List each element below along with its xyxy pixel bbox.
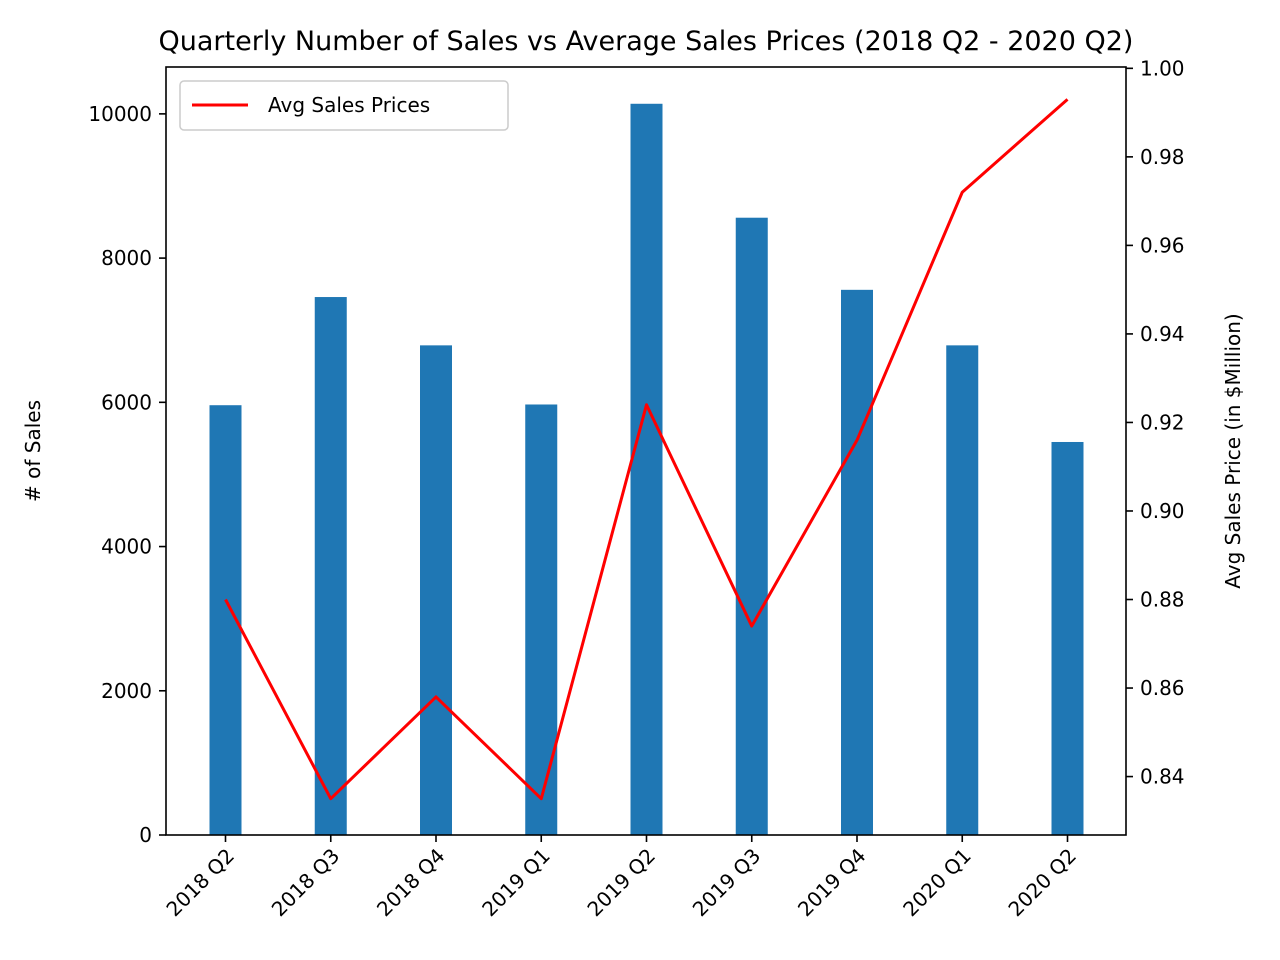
bar-2018-q3 bbox=[314, 297, 347, 835]
line-point-2019-q4 bbox=[857, 440, 858, 441]
x-axis: 2018 Q2 2018 Q3 2018 Q4 2019 Q1 2019 Q2 2019 … bbox=[161, 835, 1081, 921]
series-line-avg-sales-prices bbox=[224, 98, 1069, 801]
right-tick-label: 0.96 bbox=[1140, 233, 1185, 257]
x-tick-label: 2018 Q3 bbox=[267, 844, 345, 922]
x-tick-label: 2019 Q4 bbox=[793, 844, 871, 922]
bar-2019-q4 bbox=[841, 289, 873, 836]
right-tick-label: 0.98 bbox=[1140, 145, 1185, 169]
line-point-2020-q2 bbox=[1067, 99, 1068, 100]
line-point-2018-q4 bbox=[436, 696, 437, 697]
bar-2019-q3 bbox=[735, 217, 768, 835]
x-tick-label: 2020 Q1 bbox=[898, 844, 976, 922]
bars-layer bbox=[209, 103, 1084, 836]
x-tick-label: 2018 Q2 bbox=[161, 844, 239, 922]
bar-2019-q1 bbox=[525, 404, 558, 835]
right-tick-label: 0.92 bbox=[1140, 410, 1185, 434]
left-tick-label: 2000 bbox=[101, 679, 152, 703]
left-tick-label: 4000 bbox=[101, 535, 152, 559]
bar-2020-q1 bbox=[946, 345, 979, 835]
line-point-2019-q3 bbox=[751, 626, 752, 627]
right-tick-label: 0.88 bbox=[1140, 588, 1185, 612]
right-tick-label: 0.86 bbox=[1140, 676, 1185, 700]
left-tick-label: 0 bbox=[139, 823, 152, 847]
line-point-2019-q1 bbox=[541, 798, 542, 799]
line-layer bbox=[224, 98, 1069, 801]
bar-2020-q2 bbox=[1051, 441, 1084, 835]
y-axis-label: # of Sales bbox=[21, 400, 45, 502]
line-point-2019-q2 bbox=[646, 404, 647, 405]
right-tick-label: 0.90 bbox=[1140, 499, 1185, 523]
left-tick-label: 6000 bbox=[101, 390, 152, 414]
legend-box bbox=[179, 80, 509, 131]
right-tick-label: 0.84 bbox=[1140, 765, 1185, 789]
left-tick-label: 8000 bbox=[101, 246, 152, 270]
bar-2019-q2 bbox=[630, 103, 663, 835]
x-tick-label: 2020 Q2 bbox=[1003, 844, 1081, 922]
right-tick-label: 0.94 bbox=[1140, 322, 1185, 346]
right-y-axis: 0.84 0.86 0.88 0.90 0.92 0.94 0.96 0.98 1.00 bbox=[1126, 56, 1185, 789]
line-point-2018-q3 bbox=[330, 798, 331, 799]
line-point-2018-q2 bbox=[225, 599, 226, 600]
left-tick-label: 10000 bbox=[88, 102, 152, 126]
line-point-2020-q1 bbox=[962, 192, 963, 193]
legend: Avg Sales Prices bbox=[179, 80, 509, 131]
right-tick-label: 1.00 bbox=[1140, 56, 1185, 80]
bar-2018-q4 bbox=[420, 345, 452, 835]
x-tick-label: 2019 Q1 bbox=[477, 844, 555, 922]
legend-label-avg-sales-prices: Avg Sales Prices bbox=[268, 93, 430, 117]
x-tick-label: 2019 Q2 bbox=[582, 844, 660, 922]
y2-axis-label: Avg Sales Price (in $Million) bbox=[1221, 313, 1245, 588]
x-tick-label: 2019 Q3 bbox=[688, 844, 766, 922]
x-tick-label: 2018 Q4 bbox=[372, 844, 450, 922]
left-y-axis: 0 2000 4000 6000 8000 10000 bbox=[88, 102, 166, 847]
chart-title: Quarterly Number of Sales vs Average Sal… bbox=[159, 26, 1134, 57]
